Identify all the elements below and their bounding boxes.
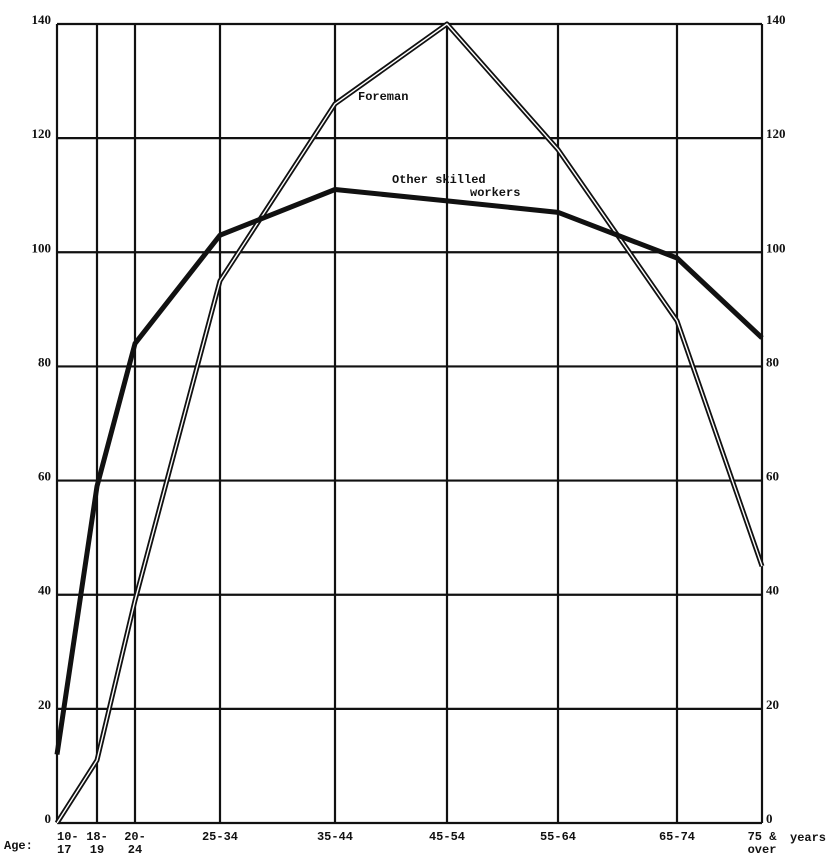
y-tick-label: 60 <box>38 469 51 484</box>
x-tick-label: 18-19 <box>86 830 108 857</box>
y-tick-label: 120 <box>32 126 52 141</box>
x-axis-prefix: Age: <box>4 839 33 853</box>
x-tick-label: 10-17 <box>57 830 79 857</box>
series-line-inner <box>56 23 763 824</box>
y2-tick-label: 120 <box>766 126 786 141</box>
x-tick-label: 55-64 <box>540 830 576 844</box>
x-axis-suffix: years <box>790 831 826 845</box>
series-label: Foreman <box>358 90 408 104</box>
series-label: Other skilled workers <box>392 173 520 200</box>
x-tick-label: 35-44 <box>317 830 353 844</box>
y2-tick-label: 80 <box>766 354 779 369</box>
x-tick-label: 25-34 <box>202 830 238 844</box>
x-tick-label: 65-74 <box>659 830 695 844</box>
y2-tick-label: 140 <box>766 12 786 27</box>
x-tick-label: 45-54 <box>429 830 465 844</box>
y-tick-label: 80 <box>38 354 51 369</box>
x-tick-label: 75 & over <box>748 830 778 857</box>
y2-tick-label: 40 <box>766 583 779 598</box>
y-tick-label: 40 <box>38 583 51 598</box>
y2-tick-label: 60 <box>766 469 779 484</box>
y2-tick-label: 0 <box>766 811 773 826</box>
y-tick-label: 140 <box>32 12 52 27</box>
y-tick-label: 0 <box>45 811 52 826</box>
y-tick-label: 100 <box>32 240 52 255</box>
series-line <box>54 21 765 825</box>
y2-tick-label: 20 <box>766 697 779 712</box>
series-line <box>54 187 764 755</box>
y2-tick-label: 100 <box>766 240 786 255</box>
x-tick-label: 20-24 <box>124 830 146 857</box>
y-tick-label: 20 <box>38 697 51 712</box>
